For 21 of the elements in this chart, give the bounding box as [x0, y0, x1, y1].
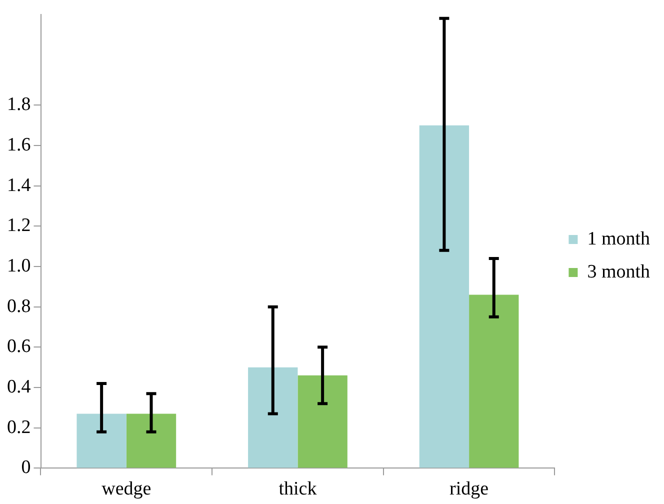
legend-label: 3 month [587, 261, 650, 282]
x-tick-label: ridge [450, 478, 489, 500]
y-tick-label: 1.4 [7, 174, 32, 196]
y-tick-label: 0.6 [7, 336, 31, 358]
bar [248, 367, 298, 468]
y-tick-label: 1.6 [7, 134, 31, 156]
bar [469, 294, 519, 468]
bar [298, 375, 348, 468]
y-tick-label: 0.4 [7, 376, 32, 398]
y-tick-label: 1.0 [7, 255, 31, 276]
bar [126, 414, 176, 468]
y-tick-label: 0.2 [7, 416, 31, 438]
bar [76, 414, 126, 468]
y-tick-label: 0.8 [7, 296, 31, 317]
legend-label: 1 month [587, 228, 650, 250]
y-tick-label: 0 [21, 457, 31, 478]
x-tick-label: thick [278, 478, 318, 500]
bar [419, 125, 470, 468]
y-tick-label: 1.8 [7, 94, 31, 116]
y-tick-label: 1.2 [7, 215, 31, 236]
x-tick-label: wedge [102, 478, 152, 500]
